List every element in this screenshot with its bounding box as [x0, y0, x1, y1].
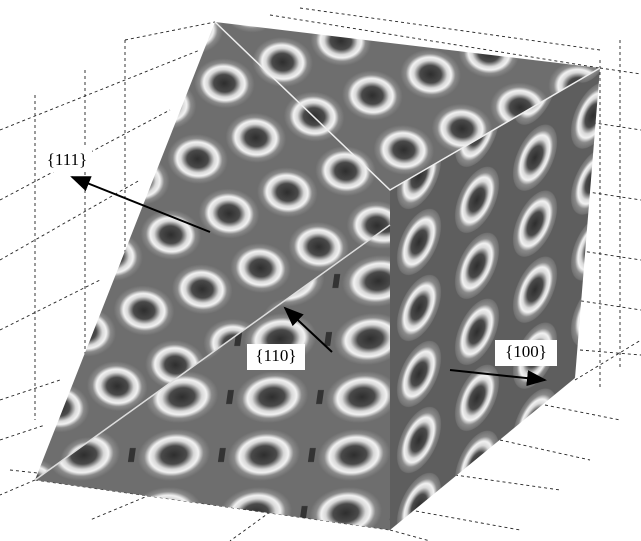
label: {100} — [505, 342, 547, 361]
label: {111} — [47, 150, 88, 169]
label: {110} — [255, 346, 296, 365]
figure: {111} {110} {100} — [0, 0, 641, 541]
